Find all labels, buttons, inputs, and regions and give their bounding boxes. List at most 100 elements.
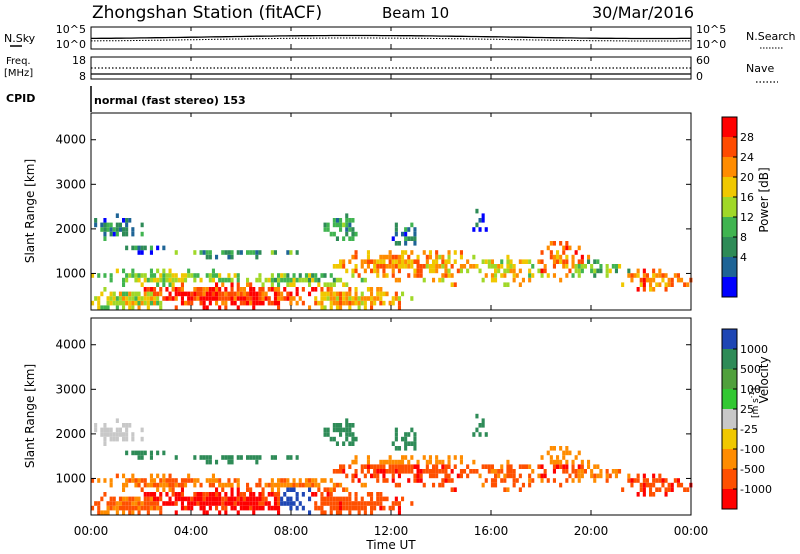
echo-cell bbox=[270, 455, 274, 460]
echo-cell bbox=[280, 478, 284, 483]
echo-cell bbox=[118, 427, 122, 433]
echo-cell bbox=[208, 300, 212, 306]
echo-cell bbox=[134, 505, 138, 511]
echo-cell bbox=[459, 473, 463, 479]
echo-cell bbox=[605, 473, 609, 479]
echo-cell bbox=[270, 250, 274, 255]
echo-cell bbox=[401, 250, 405, 255]
echo-cell bbox=[273, 505, 277, 511]
echo-cell bbox=[199, 300, 203, 306]
echo-cell bbox=[339, 505, 343, 511]
echo-cell bbox=[122, 423, 126, 428]
echo-cell bbox=[255, 291, 259, 297]
echo-cell bbox=[134, 296, 138, 301]
echo-cell bbox=[410, 455, 414, 460]
echo-cell bbox=[252, 492, 256, 497]
echo-cell bbox=[345, 436, 349, 442]
echo-cell bbox=[91, 505, 95, 511]
echo-cell bbox=[224, 250, 228, 255]
echo-cell bbox=[432, 268, 436, 274]
echo-cell bbox=[528, 273, 532, 278]
echo-cell bbox=[230, 487, 234, 492]
echo-cell bbox=[664, 273, 668, 278]
echo-cell bbox=[159, 492, 163, 497]
echo-cell bbox=[134, 245, 138, 251]
echo-cell bbox=[301, 277, 305, 283]
echo-cell bbox=[134, 482, 138, 488]
echo-cell bbox=[354, 268, 358, 274]
echo-cell bbox=[540, 464, 544, 469]
echo-cell bbox=[360, 259, 364, 264]
echo-cell bbox=[311, 273, 315, 278]
echo-cell bbox=[202, 250, 206, 255]
colorbar-tick-label: 500 bbox=[740, 363, 761, 376]
echo-cell bbox=[137, 450, 141, 456]
echo-cell bbox=[580, 264, 584, 269]
echo-cell bbox=[143, 287, 147, 292]
echo-cell bbox=[168, 501, 172, 506]
echo-cell bbox=[521, 482, 525, 488]
echo-cell bbox=[270, 300, 274, 306]
echo-cell bbox=[270, 505, 274, 511]
echo-cell bbox=[205, 478, 209, 483]
echo-cell bbox=[335, 296, 339, 301]
echo-cell bbox=[125, 478, 129, 483]
echo-cell bbox=[348, 218, 352, 223]
echo-cell bbox=[109, 432, 113, 437]
echo-cell bbox=[239, 296, 243, 301]
echo-cell bbox=[366, 254, 370, 260]
echo-cell bbox=[134, 478, 138, 483]
echo-cell bbox=[360, 469, 364, 474]
echo-cell bbox=[481, 277, 485, 283]
echo-cell bbox=[311, 492, 315, 497]
echo-cell bbox=[490, 464, 494, 469]
echo-cell bbox=[382, 459, 386, 465]
echo-cell bbox=[673, 273, 677, 278]
echo-cell bbox=[342, 427, 346, 433]
echo-cell bbox=[444, 469, 448, 474]
colorbar-swatch bbox=[722, 277, 737, 297]
echo-cell bbox=[676, 277, 680, 283]
echo-cell bbox=[618, 469, 622, 474]
echo-cell bbox=[162, 245, 166, 251]
echo-cell bbox=[122, 296, 126, 301]
echo-cell bbox=[348, 222, 352, 228]
echo-cell bbox=[153, 296, 157, 301]
echo-cell bbox=[168, 291, 172, 297]
echo-cell bbox=[283, 287, 287, 292]
echo-cell bbox=[642, 268, 646, 274]
echo-cell bbox=[354, 264, 358, 269]
echo-cell bbox=[332, 291, 336, 297]
echo-cell bbox=[354, 501, 358, 506]
echo-cell bbox=[500, 469, 504, 474]
echo-cell bbox=[140, 296, 144, 301]
echo-cell bbox=[137, 250, 141, 255]
echo-cell bbox=[447, 254, 451, 260]
echo-cell bbox=[379, 459, 383, 465]
echo-cell bbox=[193, 273, 197, 278]
echo-cell bbox=[277, 492, 281, 497]
echo-cell bbox=[156, 482, 160, 488]
echo-cell bbox=[549, 446, 553, 451]
echo-cell bbox=[407, 259, 411, 264]
echo-cell bbox=[342, 291, 346, 297]
echo-cell bbox=[363, 296, 367, 301]
echo-cell bbox=[109, 436, 113, 442]
echo-cell bbox=[320, 510, 324, 515]
echo-cell bbox=[174, 496, 178, 502]
echo-cell bbox=[391, 300, 395, 306]
echo-cell bbox=[540, 273, 544, 278]
echo-cell bbox=[376, 268, 380, 274]
echo-cell bbox=[118, 296, 122, 301]
echo-cell bbox=[280, 291, 284, 297]
echo-cell bbox=[122, 505, 126, 511]
echo-cell bbox=[379, 254, 383, 260]
echo-cell bbox=[255, 505, 259, 511]
echo-cell bbox=[239, 455, 243, 460]
echo-cell bbox=[252, 510, 256, 515]
echo-cell bbox=[348, 505, 352, 511]
echo-cell bbox=[432, 469, 436, 474]
echo-cell bbox=[174, 277, 178, 283]
echo-cell bbox=[122, 436, 126, 442]
colorbar-swatch bbox=[722, 217, 737, 237]
